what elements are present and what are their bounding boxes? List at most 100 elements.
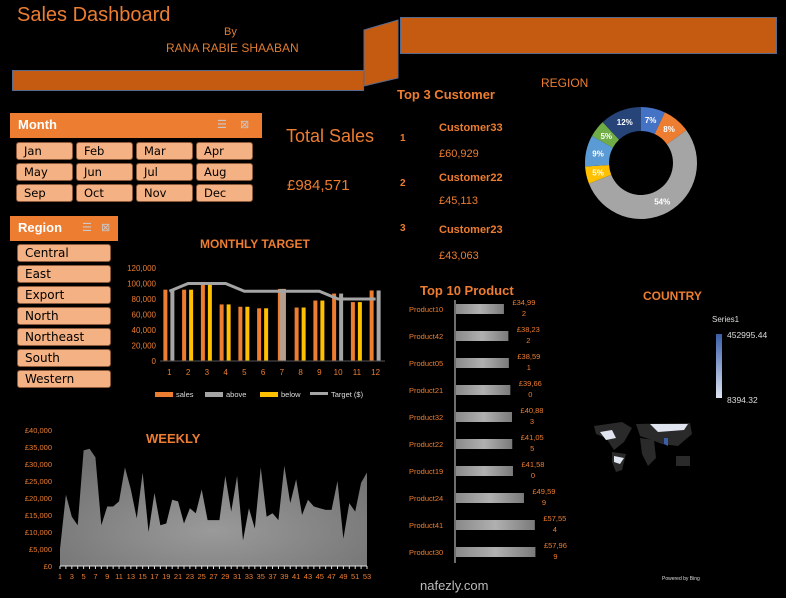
x-tick-label: 3 bbox=[70, 572, 74, 581]
month-button-sep[interactable]: Sep bbox=[16, 184, 73, 202]
x-tick-label: 31 bbox=[233, 572, 241, 581]
product-value: £41,58 bbox=[521, 460, 544, 469]
country-map-title: COUNTRY bbox=[643, 289, 702, 303]
x-tick-label: 21 bbox=[174, 572, 182, 581]
month-button-jan[interactable]: Jan bbox=[16, 142, 73, 160]
customer-value: £60,929 bbox=[439, 148, 479, 160]
weekly-area bbox=[60, 448, 367, 566]
donut-slice bbox=[602, 107, 641, 140]
above-bar bbox=[376, 290, 381, 361]
product-label: Product05 bbox=[409, 359, 443, 368]
clear-filter-icon[interactable]: ⊠ bbox=[240, 119, 250, 131]
donut-label: 54% bbox=[654, 198, 670, 207]
y-tick-label: £25,000 bbox=[25, 477, 52, 486]
x-tick-label: 7 bbox=[93, 572, 97, 581]
product-label: Product30 bbox=[409, 548, 443, 557]
y-tick-label: 40,000 bbox=[132, 326, 157, 335]
below-bar bbox=[207, 283, 212, 361]
product-value-cont: 9 bbox=[553, 552, 557, 561]
legend-label: below bbox=[281, 390, 301, 399]
map-legend-min: 8394.32 bbox=[727, 395, 758, 405]
x-tick-label: 10 bbox=[334, 368, 343, 377]
product-value: £49,59 bbox=[532, 487, 555, 496]
by-label: By bbox=[224, 26, 237, 38]
below-bar bbox=[245, 306, 250, 361]
sales-bar bbox=[200, 283, 205, 361]
x-tick-label: 43 bbox=[304, 572, 312, 581]
above-bar bbox=[279, 288, 286, 361]
sales-bar bbox=[219, 304, 224, 361]
products-chart-title: Top 10 Product bbox=[420, 283, 514, 298]
x-tick-label: 11 bbox=[115, 572, 123, 581]
y-tick-label: 20,000 bbox=[132, 342, 157, 351]
x-tick-label: 49 bbox=[339, 572, 347, 581]
world-map[interactable] bbox=[592, 420, 692, 475]
region-button-northeast[interactable]: Northeast bbox=[17, 328, 111, 346]
region-button-central[interactable]: Central bbox=[17, 244, 111, 262]
donut-slice bbox=[591, 122, 620, 148]
donut-label: 8% bbox=[663, 125, 675, 134]
month-button-aug[interactable]: Aug bbox=[196, 163, 253, 181]
product-bar bbox=[456, 304, 504, 314]
month-button-may[interactable]: May bbox=[16, 163, 73, 181]
donut-slice bbox=[588, 130, 697, 219]
customer-value: £43,063 bbox=[439, 250, 479, 262]
x-tick-label: 12 bbox=[371, 368, 380, 377]
x-tick-label: 23 bbox=[186, 572, 194, 581]
month-button-jun[interactable]: Jun bbox=[76, 163, 133, 181]
month-button-mar[interactable]: Mar bbox=[136, 142, 193, 160]
region-button-western[interactable]: Western bbox=[17, 370, 111, 388]
sales-bar bbox=[294, 307, 299, 361]
y-tick-label: £10,000 bbox=[25, 528, 52, 537]
x-tick-label: 27 bbox=[209, 572, 217, 581]
legend-swatch bbox=[155, 392, 173, 397]
donut-label: 5% bbox=[592, 169, 604, 178]
product-label: Product21 bbox=[409, 386, 443, 395]
above-bar bbox=[339, 293, 344, 361]
month-button-feb[interactable]: Feb bbox=[76, 142, 133, 160]
product-label: Product19 bbox=[409, 467, 443, 476]
sales-bar bbox=[350, 302, 355, 361]
x-tick-label: 1 bbox=[58, 572, 62, 581]
clear-filter-icon[interactable]: ⊠ bbox=[101, 222, 111, 234]
customer-rank: 1 bbox=[400, 133, 406, 144]
donut-slice bbox=[654, 112, 687, 145]
sales-bar bbox=[257, 308, 262, 361]
product-bar bbox=[456, 385, 511, 395]
month-button-nov[interactable]: Nov bbox=[136, 184, 193, 202]
monthly-chart-title: MONTHLY TARGET bbox=[200, 237, 310, 251]
month-button-oct[interactable]: Oct bbox=[76, 184, 133, 202]
legend-label: Target ($) bbox=[331, 390, 364, 399]
product-value: £34,99 bbox=[512, 298, 535, 307]
x-tick-label: 51 bbox=[351, 572, 359, 581]
region-button-east[interactable]: East bbox=[17, 265, 111, 283]
above-bar bbox=[170, 289, 175, 361]
region-slicer-header: Region bbox=[10, 216, 118, 241]
x-tick-label: 39 bbox=[280, 572, 288, 581]
month-button-dec[interactable]: Dec bbox=[196, 184, 253, 202]
region-button-north[interactable]: North bbox=[17, 307, 111, 325]
top-customers-title: Top 3 Customer bbox=[397, 87, 495, 102]
x-tick-label: 11 bbox=[353, 368, 362, 377]
month-button-apr[interactable]: Apr bbox=[196, 142, 253, 160]
donut-label: 9% bbox=[592, 149, 604, 158]
legend-label: sales bbox=[176, 390, 194, 399]
product-label: Product42 bbox=[409, 332, 443, 341]
product-value: £39,66 bbox=[519, 379, 542, 388]
x-tick-label: 47 bbox=[327, 572, 335, 581]
product-label: Product41 bbox=[409, 521, 443, 530]
region-button-south[interactable]: South bbox=[17, 349, 111, 367]
top-products-chart: Product10 £34,99 2 Product42 £38,23 2 Product0… bbox=[409, 298, 567, 563]
donut-label: 5% bbox=[600, 132, 612, 141]
region-button-export[interactable]: Export bbox=[17, 286, 111, 304]
month-button-jul[interactable]: Jul bbox=[136, 163, 193, 181]
map-legend-gradient bbox=[716, 334, 722, 398]
multi-select-icon[interactable]: ☰ bbox=[82, 222, 92, 234]
multi-select-icon[interactable]: ☰ bbox=[217, 119, 227, 131]
x-tick-label: 8 bbox=[298, 368, 303, 377]
map-legend-title: Series1 bbox=[712, 315, 740, 324]
y-tick-label: 0 bbox=[152, 357, 157, 366]
donut-slice bbox=[585, 165, 612, 184]
sales-bar bbox=[369, 290, 374, 361]
below-bar bbox=[301, 307, 306, 361]
